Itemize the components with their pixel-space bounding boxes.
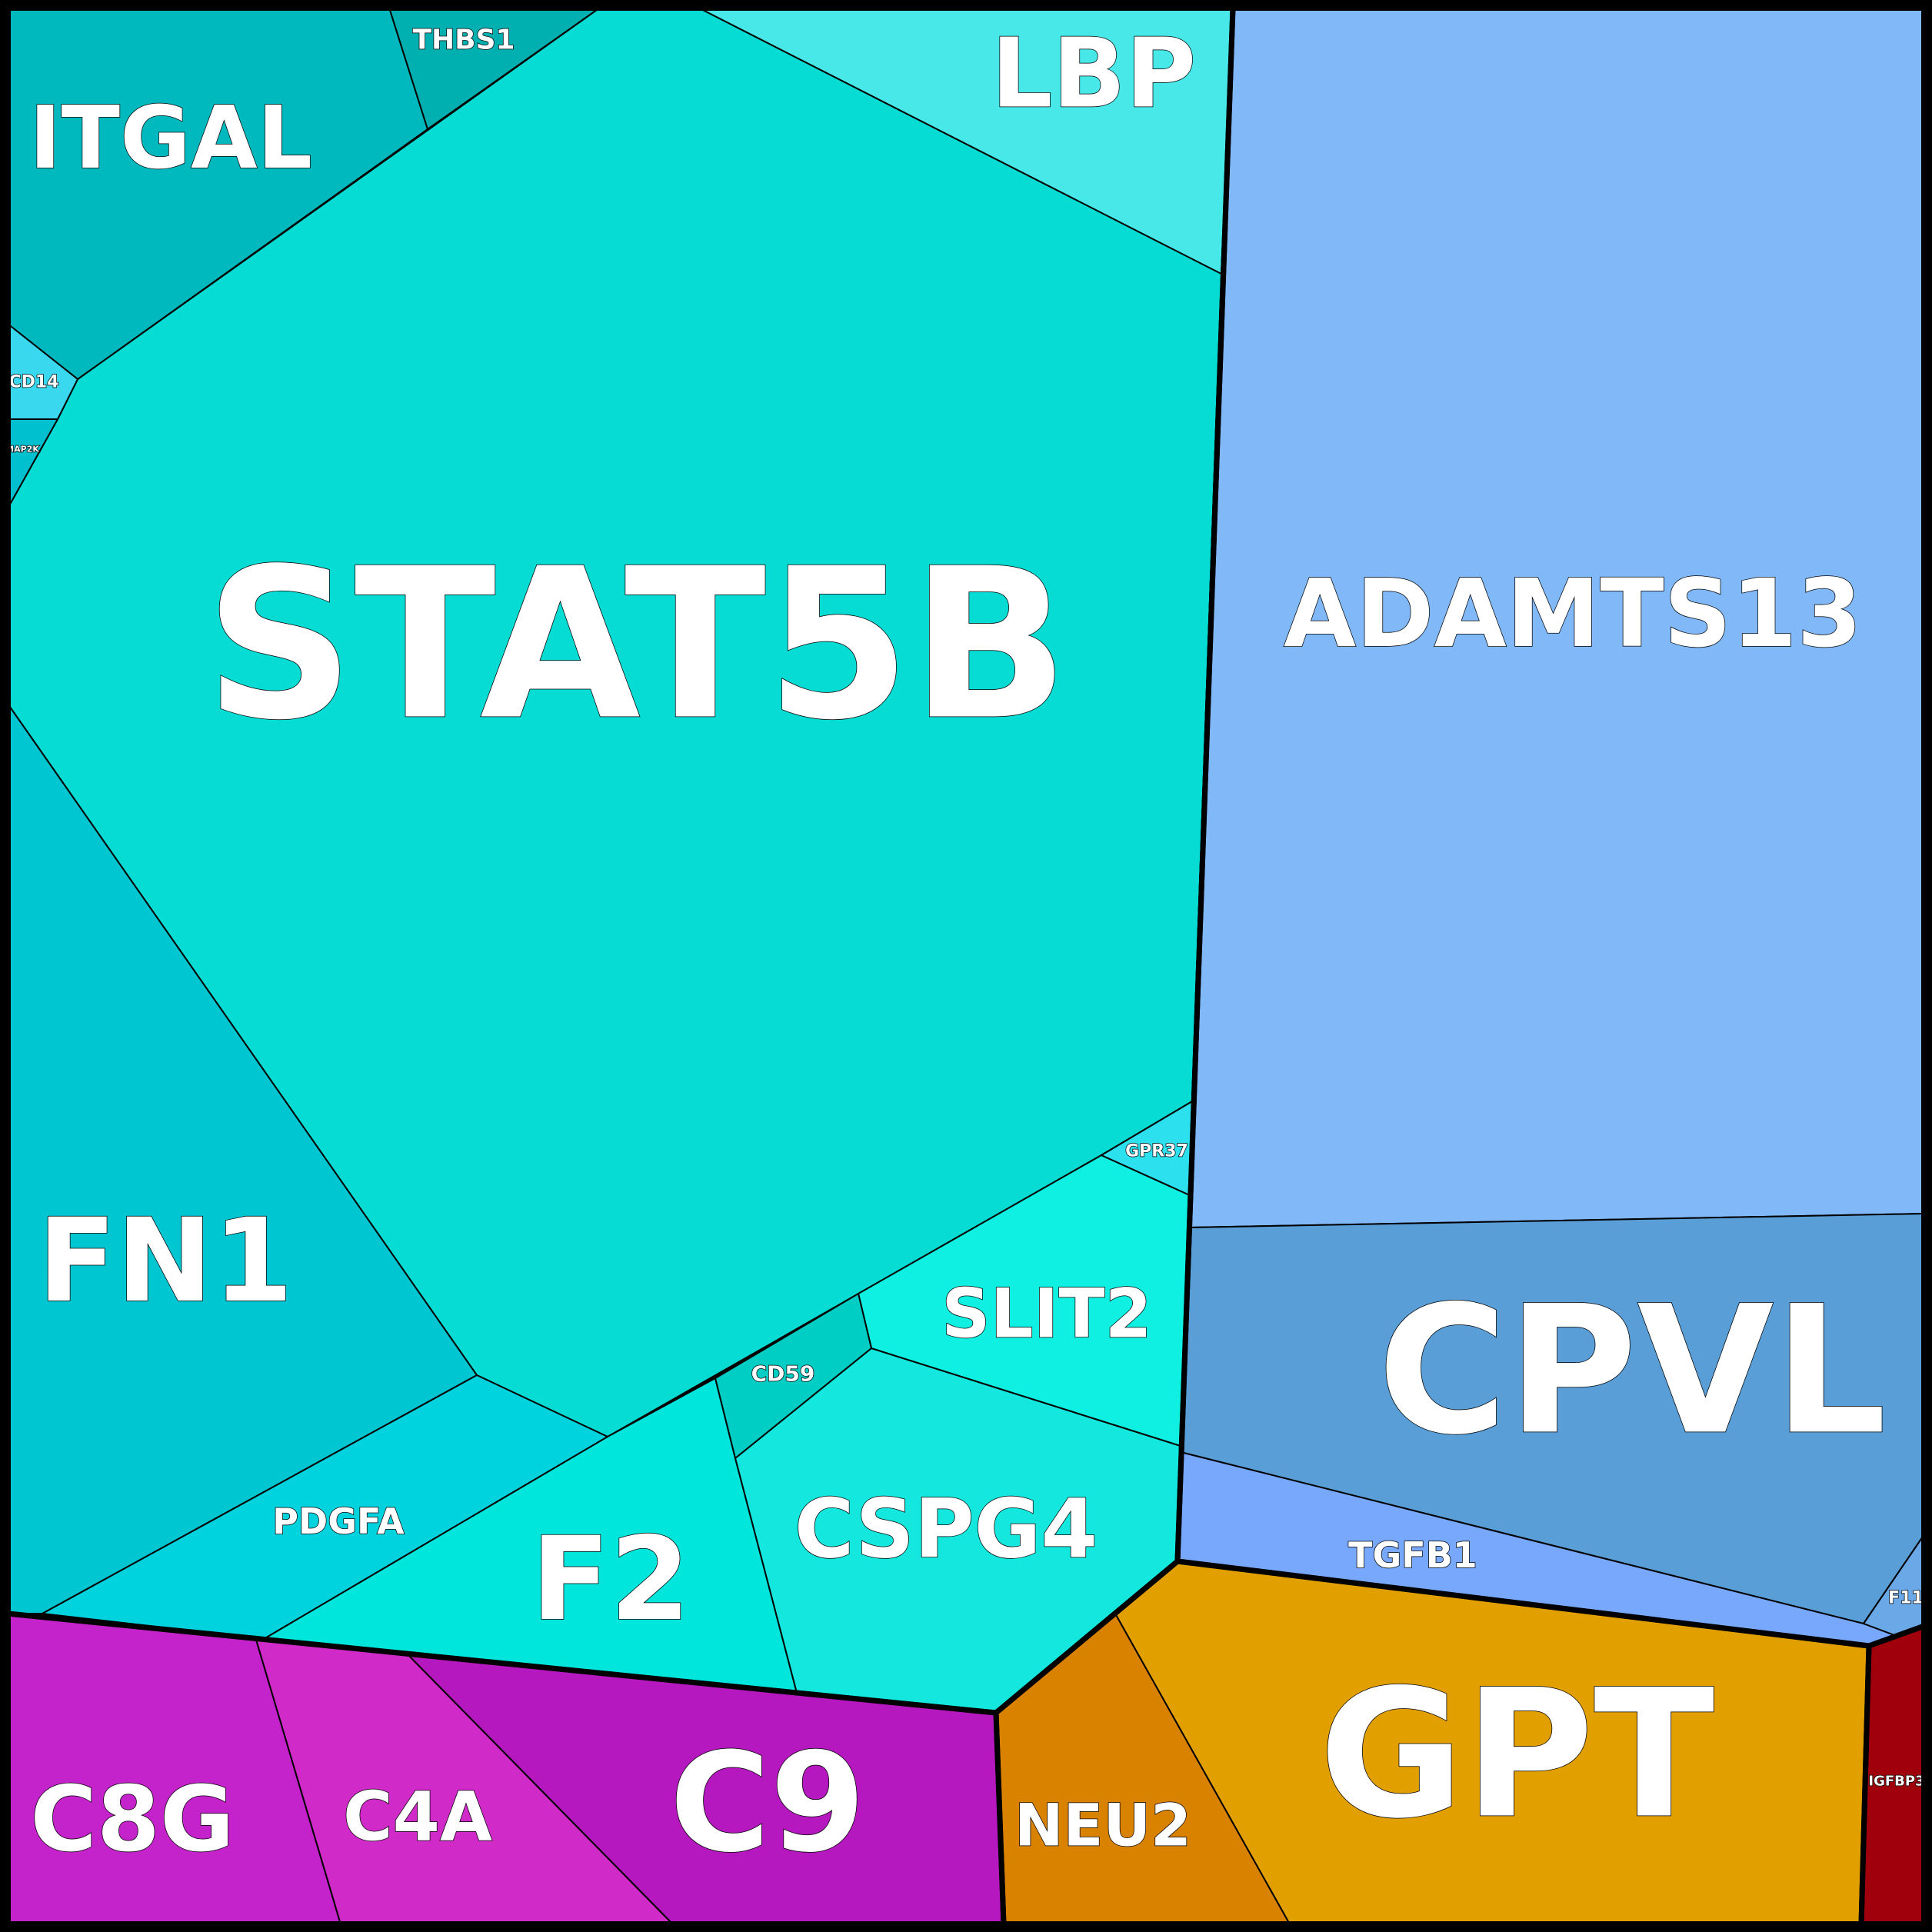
- cell-label-gpr37: GPR37: [1125, 1142, 1188, 1161]
- cell-label-pdgfa: PDGFA: [272, 1501, 405, 1542]
- cell-label-c9: C9: [670, 1724, 865, 1883]
- cell-label-gpt: GPT: [1319, 1653, 1714, 1858]
- cell-label-map2k: MAP2K: [5, 445, 39, 455]
- cell-label-thbs1: THBS1: [412, 25, 515, 56]
- cell-label-cspg4: CSPG4: [794, 1482, 1098, 1577]
- cell-label-stat5b: STAT5B: [205, 524, 1069, 766]
- cell-label-cpvl: CPVL: [1377, 1269, 1887, 1474]
- cell-label-lbp: LBP: [991, 18, 1197, 130]
- cell-label-fn1: FN1: [38, 1194, 293, 1328]
- cell-label-cd59: CD59: [751, 1361, 815, 1387]
- cell-label-f2: F2: [531, 1513, 691, 1647]
- cell-label-igfbp3: IGFBP3: [1868, 1774, 1924, 1790]
- cell-label-tgfb1: TGFB1: [1348, 1534, 1477, 1576]
- labels-layer: STAT5B FN1 ITGAL LBP THBS1 CD14 MAP2K PDGFA F2 CS…: [5, 18, 1925, 1884]
- cell-label-adamts13: ADAMTS13: [1284, 559, 1862, 668]
- cell-label-slit2: SLIT2: [941, 1274, 1151, 1354]
- cell-label-cd14: CD14: [8, 373, 58, 392]
- cell-label-itgal: ITGAL: [29, 88, 312, 188]
- cells-layer: [7, 7, 1925, 1925]
- cell-cd59: [715, 1293, 872, 1459]
- cell-label-f11: F11: [1888, 1589, 1924, 1608]
- cell-label-c8g: C8G: [30, 1766, 235, 1872]
- cell-label-neu2: NEU2: [1014, 1791, 1191, 1860]
- cell-label-c4a: C4A: [343, 1777, 492, 1857]
